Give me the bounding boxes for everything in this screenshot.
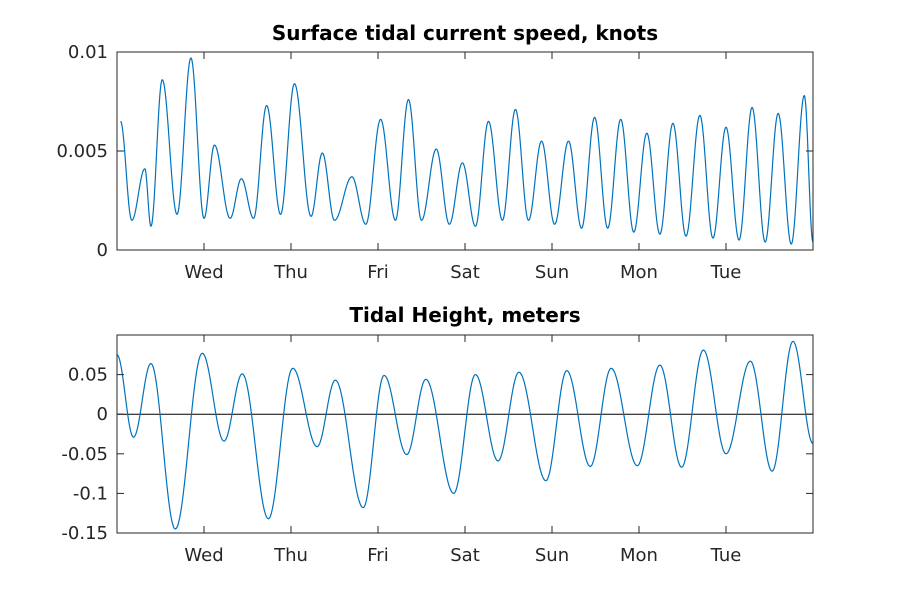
tidal-height-chart: Tidal Height, meters -0.15 -0.1 -0.05 0 0.05… — [61, 303, 814, 566]
x-tick-label: Thu — [273, 262, 308, 283]
x-tick-label: Fri — [367, 262, 388, 283]
plot-area-frame — [116, 51, 814, 251]
current-speed-marks — [120, 57, 814, 245]
y-tick-label: -0.1 — [73, 483, 108, 504]
x-tick-label: Mon — [620, 545, 658, 566]
x-tick-label: Wed — [184, 262, 223, 283]
x-tick-label: Tue — [710, 262, 742, 283]
chart-title: Tidal Height, meters — [349, 303, 580, 327]
y-axis-ticks: 0 0.005 0.01 — [56, 42, 813, 261]
series-line-0 — [120, 57, 814, 245]
x-tick-label: Thu — [273, 545, 308, 566]
x-tick-label: Tue — [710, 545, 742, 566]
x-tick-label: Sun — [535, 262, 569, 283]
tidal-height-marks — [116, 340, 814, 530]
x-tick-label: Mon — [620, 262, 658, 283]
current-speed-chart: Surface tidal current speed, knots 0 0.00… — [56, 21, 814, 283]
chart-title: Surface tidal current speed, knots — [272, 21, 658, 45]
y-tick-label: -0.15 — [61, 523, 108, 544]
y-tick-label: -0.05 — [61, 444, 108, 465]
x-tick-label: Sat — [450, 262, 480, 283]
x-axis-ticks: Wed Thu Fri Sat Sun Mon Tue — [184, 335, 741, 566]
x-tick-label: Fri — [367, 545, 388, 566]
y-axis-ticks: -0.15 -0.1 -0.05 0 0.05 — [61, 365, 813, 544]
x-tick-label: Sun — [535, 545, 569, 566]
y-tick-label: 0.05 — [68, 365, 108, 386]
series-line-0 — [116, 340, 814, 530]
y-tick-label: 0 — [97, 240, 108, 261]
y-tick-label: 0.005 — [56, 141, 108, 162]
y-tick-label: 0 — [97, 404, 108, 425]
y-tick-label: 0.01 — [68, 42, 108, 63]
x-axis-ticks: Wed Thu Fri Sat Sun Mon Tue — [184, 52, 741, 283]
x-tick-label: Wed — [184, 545, 223, 566]
x-tick-label: Sat — [450, 545, 480, 566]
